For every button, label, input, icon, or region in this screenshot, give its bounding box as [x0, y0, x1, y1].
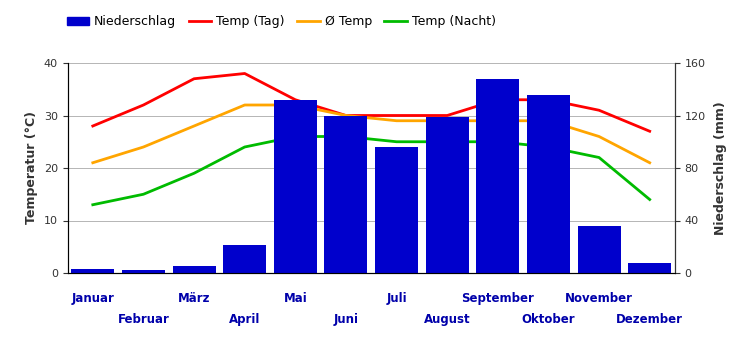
Text: Januar: Januar: [71, 292, 114, 305]
Y-axis label: Niederschlag (mm): Niederschlag (mm): [714, 101, 728, 235]
Bar: [224, 245, 266, 273]
Legend: Niederschlag, Temp (Tag), Ø Temp, Temp (Nacht): Niederschlag, Temp (Tag), Ø Temp, Temp (…: [62, 10, 501, 34]
Text: Juli: Juli: [386, 292, 406, 305]
Text: Februar: Februar: [118, 313, 170, 326]
Text: September: September: [461, 292, 534, 305]
Text: April: April: [229, 313, 260, 326]
Bar: [578, 226, 620, 273]
Text: Dezember: Dezember: [616, 313, 683, 326]
Bar: [375, 147, 418, 273]
Y-axis label: Temperatur (°C): Temperatur (°C): [25, 112, 38, 224]
Text: Juni: Juni: [334, 313, 358, 326]
Bar: [274, 100, 316, 273]
Bar: [172, 266, 215, 273]
Bar: [426, 117, 469, 273]
Text: November: November: [565, 292, 633, 305]
Bar: [325, 116, 368, 273]
Text: August: August: [424, 313, 470, 326]
Text: Oktober: Oktober: [522, 313, 575, 326]
Bar: [122, 271, 165, 273]
Text: März: März: [178, 292, 210, 305]
Bar: [628, 262, 671, 273]
Bar: [527, 94, 570, 273]
Bar: [476, 79, 519, 273]
Bar: [71, 269, 114, 273]
Text: Mai: Mai: [284, 292, 308, 305]
